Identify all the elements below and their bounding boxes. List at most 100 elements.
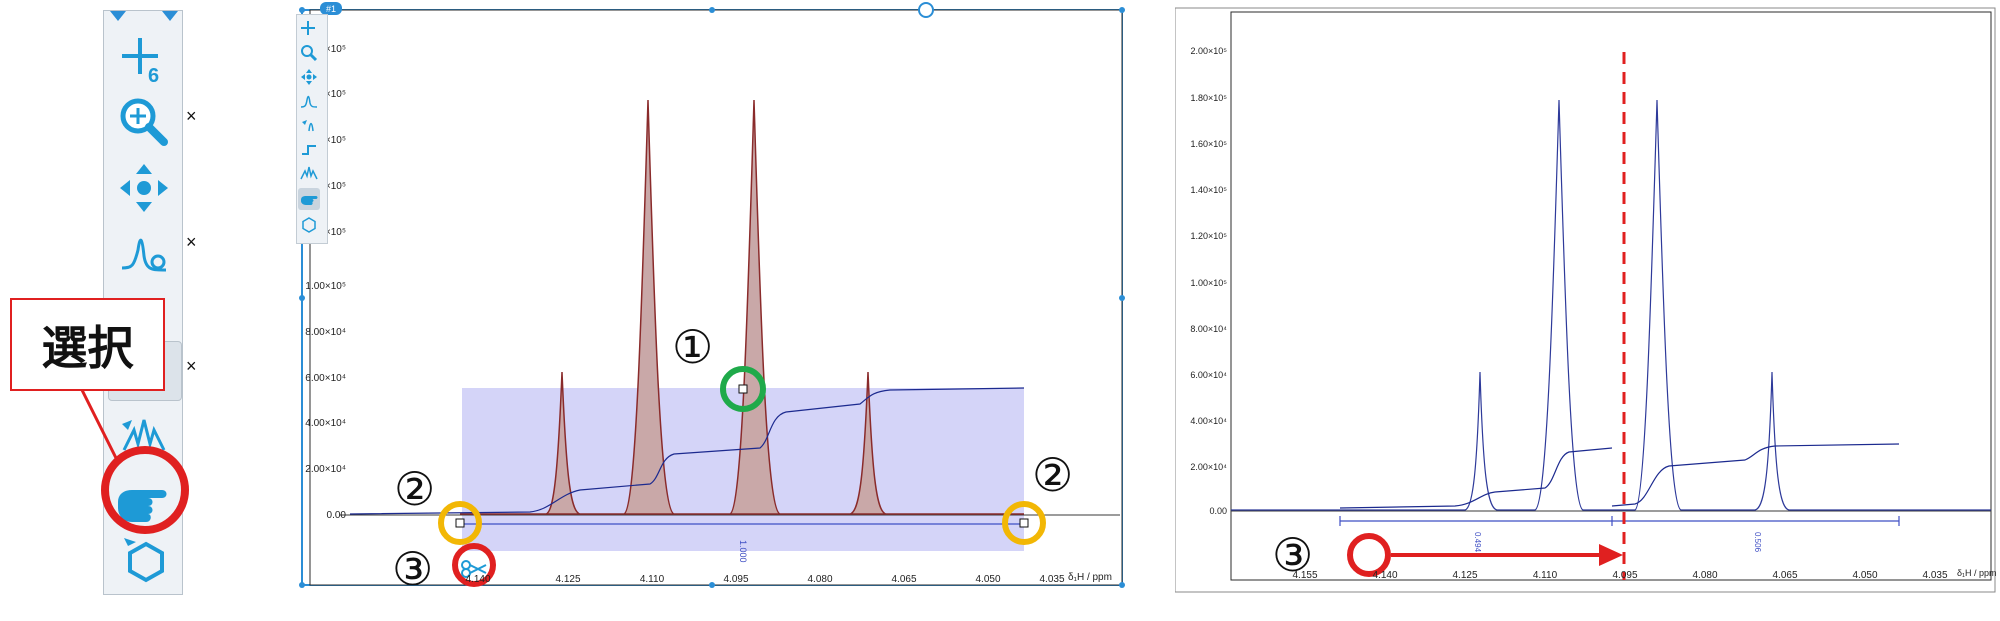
marker-three-right: ③ [1272,529,1314,581]
mini-tool-peak[interactable] [298,114,320,136]
marker-two-left: ② [394,463,436,515]
integral-curve-right [1611,443,1900,507]
integration-icon [302,145,316,155]
y-axis-right: 2.00×10⁵ 1.80×10⁵ 1.60×10⁵ 1.40×10⁵ 1.20… [1190,46,1227,516]
integral-left-handle[interactable] [455,518,465,528]
svg-text:0.00: 0.00 [327,510,347,521]
svg-text:4.140: 4.140 [465,574,490,585]
svg-text:1.20×10⁵: 1.20×10⁵ [1190,231,1227,241]
x-axis-label: δ₁H / ppm [1068,572,1112,583]
highlight-circle-yellow-left [438,501,482,545]
svg-text:4.080: 4.080 [1692,570,1717,581]
tool-multiplet[interactable] [112,407,176,465]
pan-icon [301,69,317,85]
mini-tool-structure[interactable] [298,214,320,236]
svg-text:4.00×10⁴: 4.00×10⁴ [305,418,346,429]
callout-select-label: 選択 [10,298,165,391]
panel-badge-text: #1 [326,4,336,14]
svg-text:6.00×10⁴: 6.00×10⁴ [305,373,346,384]
svg-text:2.00×10⁴: 2.00×10⁴ [1190,462,1227,472]
frame-handles[interactable] [299,7,1125,588]
svg-text:4.080: 4.080 [807,574,832,585]
spectrum-trace [1231,99,1991,511]
integral-right-handle[interactable] [1019,518,1029,528]
y-axis-left: 1.00×10⁵ 8.00×10⁴ 6.00×10⁴ 4.00×10⁴ 2.00… [305,44,346,521]
svg-text:1.00×10⁵: 1.00×10⁵ [305,281,346,292]
tool-structure[interactable] [112,533,176,591]
x-axis-right: 4.155 4.140 4.125 4.110 4.095 4.080 4.06… [1292,570,1947,581]
multiplet-icon [300,166,318,180]
peak-pick-icon [302,120,314,132]
svg-text:4.065: 4.065 [891,574,916,585]
svg-text:4.140: 4.140 [1372,570,1397,581]
integral-curve-left [1339,447,1613,509]
rotate-handle-icon[interactable] [918,2,934,18]
highlight-circle-red-right [1347,533,1391,577]
svg-text:×10⁵: ×10⁵ [325,135,346,146]
tool-crosshair[interactable]: 6 [112,31,176,89]
highlight-circle-green [720,366,766,412]
integral-value: 1.000 [738,540,748,563]
svg-text:4.035: 4.035 [1039,574,1064,585]
x-axis-left: 4.140 4.125 4.110 4.095 4.080 4.065 4.05… [465,574,1064,585]
mini-tool-zoom[interactable] [298,42,320,64]
mini-tool-crosshair[interactable] [298,18,320,40]
tool-zoom[interactable] [112,93,176,151]
drag-arrow-head-icon [1599,544,1623,566]
mini-tool-integration[interactable] [298,138,320,160]
structure-hexagon-icon [124,538,164,583]
mini-tool-multiplet[interactable] [298,162,320,184]
mini-tool-select-hand[interactable] [298,188,320,210]
select-hand-icon [118,490,167,522]
svg-text:4.095: 4.095 [723,574,748,585]
marker-three-left: ③ [392,543,434,595]
svg-text:4.155: 4.155 [1292,570,1317,581]
close-icon[interactable]: × [186,106,197,126]
crosshair-cursor-icon: 6 [122,38,159,86]
highlight-circle-red [452,543,496,587]
crosshair-cursor-icon [301,21,315,35]
svg-text:1.60×10⁵: 1.60×10⁵ [1190,139,1227,149]
svg-text:1.00×10⁵: 1.00×10⁵ [1190,278,1227,288]
svg-text:4.110: 4.110 [640,574,665,585]
tool-select-hand[interactable] [112,471,176,529]
scissors-icon[interactable] [461,560,487,578]
mini-tool-pan[interactable] [298,66,320,88]
svg-text:4.095: 4.095 [1612,570,1637,581]
svg-text:×10⁵: ×10⁵ [325,227,346,238]
integral-value-right: 0.506 [1753,532,1762,553]
select-hand-icon [301,196,318,205]
panel-badge [320,2,342,15]
integral-value-left: 0.494 [1473,532,1482,553]
phase-correction-icon [121,238,167,272]
svg-text:4.065: 4.065 [1772,570,1797,581]
multiplet-icon [122,419,166,451]
svg-text:×10⁵: ×10⁵ [325,89,346,100]
svg-text:2.00×10⁵: 2.00×10⁵ [1190,46,1227,56]
phase-correction-icon [300,95,318,108]
tool-pan[interactable] [112,159,176,217]
svg-text:2.00×10⁴: 2.00×10⁴ [305,464,346,475]
svg-text:×10⁵: ×10⁵ [325,44,346,55]
integral-height-handle[interactable] [738,384,748,394]
integral-curve [349,387,1025,515]
close-icon[interactable]: × [186,232,197,252]
svg-text:4.125: 4.125 [1452,570,1477,581]
tool-phase[interactable] [112,223,176,281]
svg-text:4.125: 4.125 [555,574,580,585]
spectrum-panel-right: 0.494 0.506 2.00×10⁵ 1.80×10⁵ 1.60×10⁵ 1… [1175,7,1997,593]
close-icon[interactable]: × [186,356,197,376]
svg-text:8.00×10⁴: 8.00×10⁴ [1190,324,1227,334]
spectrum-trace [460,99,1024,515]
toolbar-top-edge [110,11,178,21]
svg-text:8.00×10⁴: 8.00×10⁴ [305,327,346,338]
svg-text:4.110: 4.110 [1533,570,1558,581]
svg-text:1.80×10⁵: 1.80×10⁵ [1190,93,1227,103]
pan-icon [120,164,168,212]
mini-tool-phase[interactable] [298,90,320,112]
svg-text:4.050: 4.050 [1852,570,1877,581]
marker-two-right: ② [1032,449,1074,501]
structure-hexagon-icon [302,217,316,233]
svg-text:1.40×10⁵: 1.40×10⁵ [1190,185,1227,195]
svg-text:4.00×10⁴: 4.00×10⁴ [1190,416,1227,426]
